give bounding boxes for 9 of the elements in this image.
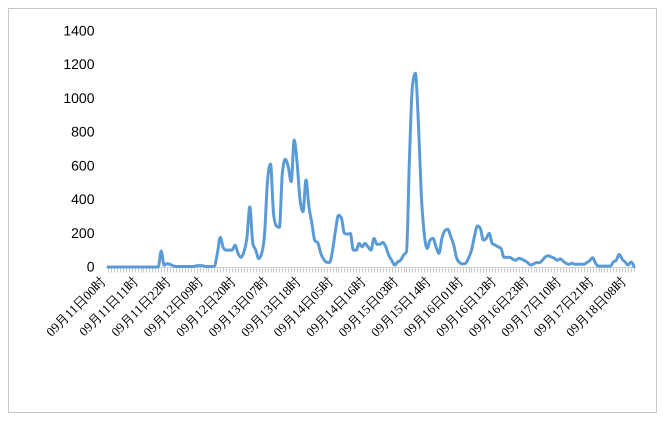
- line-series: [106, 72, 636, 268]
- y-tick-label: 800: [71, 124, 95, 140]
- y-tick-label: 600: [71, 157, 95, 174]
- y-tick-label: 1200: [63, 56, 95, 72]
- y-tick-label: 200: [71, 224, 95, 241]
- y-tick-label: 0: [86, 258, 95, 274]
- y-tick-label: 1400: [63, 22, 95, 38]
- y-tick-label: 1000: [63, 90, 95, 106]
- y-tick-label: 400: [71, 191, 95, 208]
